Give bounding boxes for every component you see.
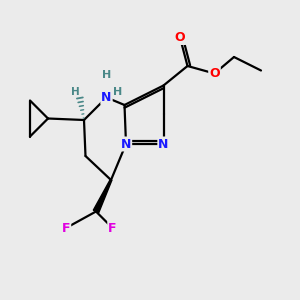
Text: H: H — [70, 87, 80, 98]
Polygon shape — [93, 180, 112, 213]
Text: O: O — [209, 67, 220, 80]
Text: N: N — [101, 91, 112, 104]
Text: N: N — [121, 137, 131, 151]
Text: O: O — [175, 31, 185, 44]
Text: N: N — [158, 137, 169, 151]
Text: F: F — [62, 221, 70, 235]
Text: H: H — [113, 87, 122, 97]
Text: F: F — [108, 221, 117, 235]
Text: H: H — [102, 70, 111, 80]
